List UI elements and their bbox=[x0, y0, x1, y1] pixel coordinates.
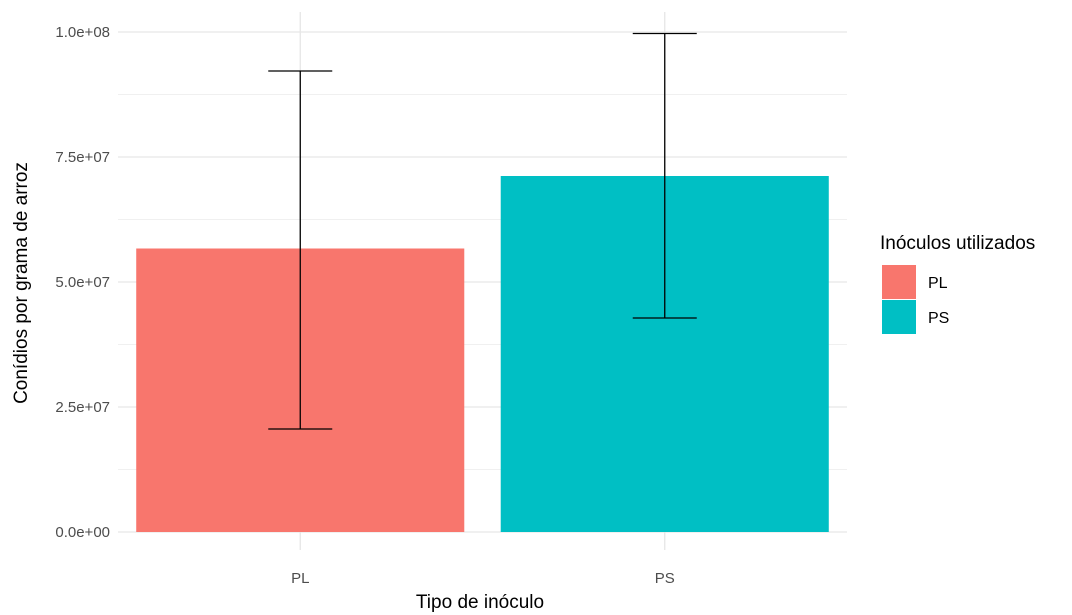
legend-item-pl: PL bbox=[882, 265, 948, 299]
legend-title: Inóculos utilizados bbox=[880, 233, 1035, 254]
y-axis-ticks: 0.0e+00 2.5e+07 5.0e+07 7.5e+07 1.0e+08 bbox=[55, 24, 110, 541]
x-axis-ticks: PL PS bbox=[291, 570, 675, 587]
legend-label: PL bbox=[928, 275, 948, 292]
x-tick-label: PL bbox=[291, 570, 309, 587]
legend-label: PS bbox=[928, 310, 949, 327]
y-tick-label: 1.0e+08 bbox=[55, 24, 110, 41]
y-tick-label: 5.0e+07 bbox=[55, 274, 110, 291]
bars bbox=[136, 176, 829, 532]
x-axis-title: Tipo de inóculo bbox=[416, 592, 544, 613]
legend-swatch bbox=[882, 265, 916, 299]
legend: Inóculos utilizados PL PS bbox=[880, 233, 1035, 334]
error-bar-pl bbox=[268, 70, 333, 430]
x-tick-label: PS bbox=[655, 570, 675, 587]
legend-swatch bbox=[882, 300, 916, 334]
y-tick-label: 0.0e+00 bbox=[55, 524, 110, 541]
error-bars bbox=[268, 32, 697, 430]
y-tick-label: 7.5e+07 bbox=[55, 149, 110, 166]
legend-item-ps: PS bbox=[882, 300, 949, 334]
y-tick-label: 2.5e+07 bbox=[55, 399, 110, 416]
error-bar-ps bbox=[632, 32, 697, 319]
y-axis-title: Conídios por grama de arroz bbox=[11, 162, 32, 404]
